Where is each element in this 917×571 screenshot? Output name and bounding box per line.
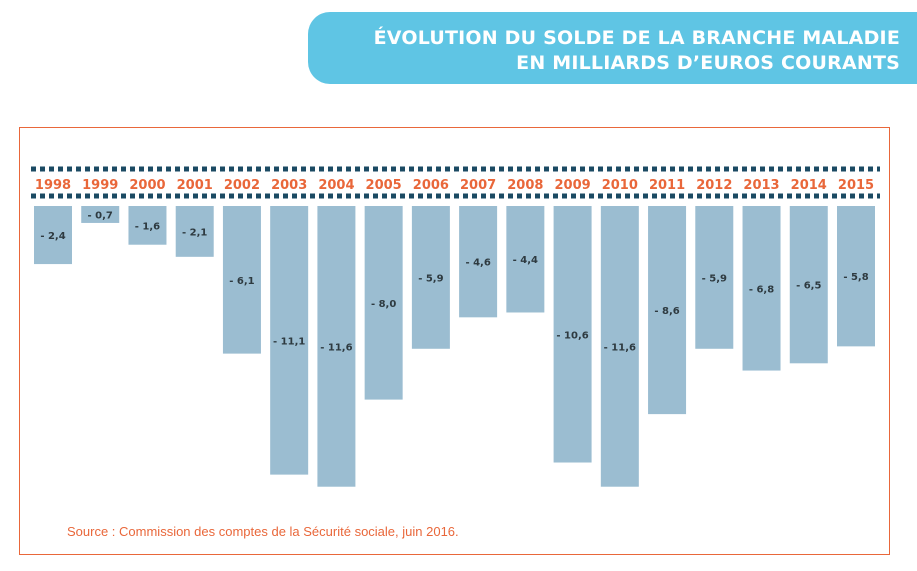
bars [34, 206, 875, 487]
value-label-1999: - 0,7 [88, 210, 113, 221]
bar-2009 [553, 206, 592, 463]
year-label-2002: 2002 [224, 178, 260, 193]
value-label-1998: - 2,4 [40, 231, 65, 242]
bar-2007 [459, 206, 498, 318]
year-labels: 1998 1999 2000 2001 2002 2003 2004 2005 2006 2007… [35, 178, 874, 193]
bar-2014 [789, 206, 828, 364]
title-banner: ÉVOLUTION DU SOLDE DE LA BRANCHE MALADIE… [308, 12, 917, 84]
year-label-2006: 2006 [413, 178, 449, 193]
year-label-2007: 2007 [460, 178, 496, 193]
bar-2015 [837, 206, 875, 347]
bar-2002 [222, 206, 261, 354]
value-label-2011: - 8,6 [654, 306, 679, 317]
year-label-2011: 2011 [649, 178, 685, 193]
chart-title-line-1: ÉVOLUTION DU SOLDE DE LA BRANCHE MALADIE [373, 27, 900, 49]
bar-2013 [742, 206, 781, 371]
value-label-2006: - 5,9 [418, 273, 443, 284]
value-label-2008: - 4,4 [513, 255, 538, 266]
chart-title-line-2: EN MILLIARDS D’EUROS COURANTS [516, 52, 900, 74]
bar-2003 [270, 206, 309, 475]
bar-2012 [695, 206, 734, 349]
year-label-2015: 2015 [838, 178, 874, 193]
value-label-2009: - 10,6 [556, 330, 588, 341]
value-label-2014: - 6,5 [796, 281, 821, 292]
year-label-1998: 1998 [35, 178, 71, 193]
year-label-2005: 2005 [366, 178, 402, 193]
bar-2010 [600, 206, 639, 487]
bar-2008 [506, 206, 545, 313]
value-label-2003: - 11,1 [273, 336, 305, 347]
value-label-2001: - 2,1 [182, 227, 207, 238]
chart-frame [19, 127, 890, 555]
value-label-2005: - 8,0 [371, 299, 396, 310]
year-label-2013: 2013 [743, 178, 779, 193]
year-label-1999: 1999 [82, 178, 118, 193]
value-label-2000: - 1,6 [135, 221, 160, 232]
value-label-2007: - 4,6 [465, 258, 490, 269]
bar-2006 [411, 206, 450, 349]
value-label-2015: - 5,8 [843, 272, 868, 283]
year-label-2014: 2014 [791, 178, 827, 193]
year-label-2001: 2001 [177, 178, 213, 193]
year-label-2012: 2012 [696, 178, 732, 193]
value-labels: - 2,4 - 0,7 - 1,6 - 2,1 - 6,1 - 11,1 - 11,6 - 8… [40, 210, 868, 353]
year-label-2003: 2003 [271, 178, 307, 193]
bar-2000 [128, 206, 167, 245]
bar-2005 [364, 206, 403, 400]
value-label-2002: - 6,1 [229, 276, 254, 287]
bar-2001 [175, 206, 214, 257]
year-label-2008: 2008 [507, 178, 543, 193]
bar-2011 [648, 206, 687, 415]
source-note: Source : Commission des comptes de la Sé… [67, 524, 459, 539]
year-label-2004: 2004 [318, 178, 354, 193]
year-label-2000: 2000 [129, 178, 165, 193]
value-label-2012: - 5,9 [702, 273, 727, 284]
value-label-2013: - 6,8 [749, 284, 774, 295]
value-label-2010: - 11,6 [604, 342, 636, 353]
value-label-2004: - 11,6 [320, 342, 352, 353]
bar-1998 [34, 206, 72, 265]
bar-2004 [317, 206, 356, 487]
year-label-2010: 2010 [602, 178, 638, 193]
year-label-2009: 2009 [554, 178, 590, 193]
bar-1999 [81, 206, 120, 223]
